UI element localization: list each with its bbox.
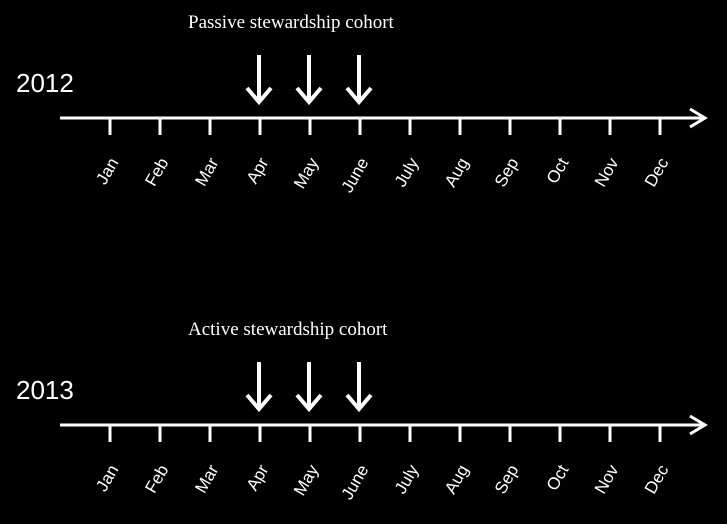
cohort-arrow-head: [245, 393, 273, 413]
month-label: May: [290, 461, 323, 499]
month-label: Aug: [441, 155, 473, 191]
month-label: July: [391, 154, 423, 190]
month-label: Aug: [441, 462, 473, 498]
month-label: Oct: [543, 154, 573, 187]
month-label: Nov: [591, 154, 623, 190]
month-label: May: [290, 154, 323, 192]
month-label: Dec: [641, 154, 673, 190]
cohort-arrow-head: [345, 393, 373, 413]
axis-arrowhead: [689, 414, 708, 436]
year-label: 2012: [16, 68, 74, 98]
month-label: Nov: [591, 461, 623, 497]
cohort-arrow-head: [345, 86, 373, 106]
month-label: Sep: [491, 462, 523, 498]
month-label: Feb: [141, 155, 172, 190]
axis-arrowhead: [689, 107, 708, 129]
cohort-arrow-head: [245, 86, 273, 106]
cohort-label: Passive stewardship cohort: [188, 12, 395, 33]
month-label: Mar: [191, 461, 222, 496]
month-label: Oct: [543, 461, 573, 494]
month-label: June: [338, 155, 373, 196]
cohort-label: Active stewardship cohort: [188, 319, 388, 340]
month-label: Jan: [92, 462, 122, 495]
month-label: Sep: [491, 155, 523, 191]
year-label: 2013: [16, 375, 74, 405]
month-label: July: [391, 461, 423, 497]
timeline: Passive stewardship cohort 2012 Jan Feb Mar A…: [16, 12, 708, 196]
cohort-arrow-head: [295, 393, 323, 413]
cohort-arrow-head: [295, 86, 323, 106]
month-label: Feb: [141, 462, 172, 497]
month-label: Mar: [191, 154, 222, 189]
month-label: June: [338, 462, 373, 503]
month-label: Jan: [92, 155, 122, 188]
timeline: Active stewardship cohort 2013 Jan Feb Mar Ap…: [16, 319, 708, 503]
month-label: Apr: [243, 461, 273, 494]
month-label: Apr: [243, 154, 273, 187]
month-label: Dec: [641, 461, 673, 497]
